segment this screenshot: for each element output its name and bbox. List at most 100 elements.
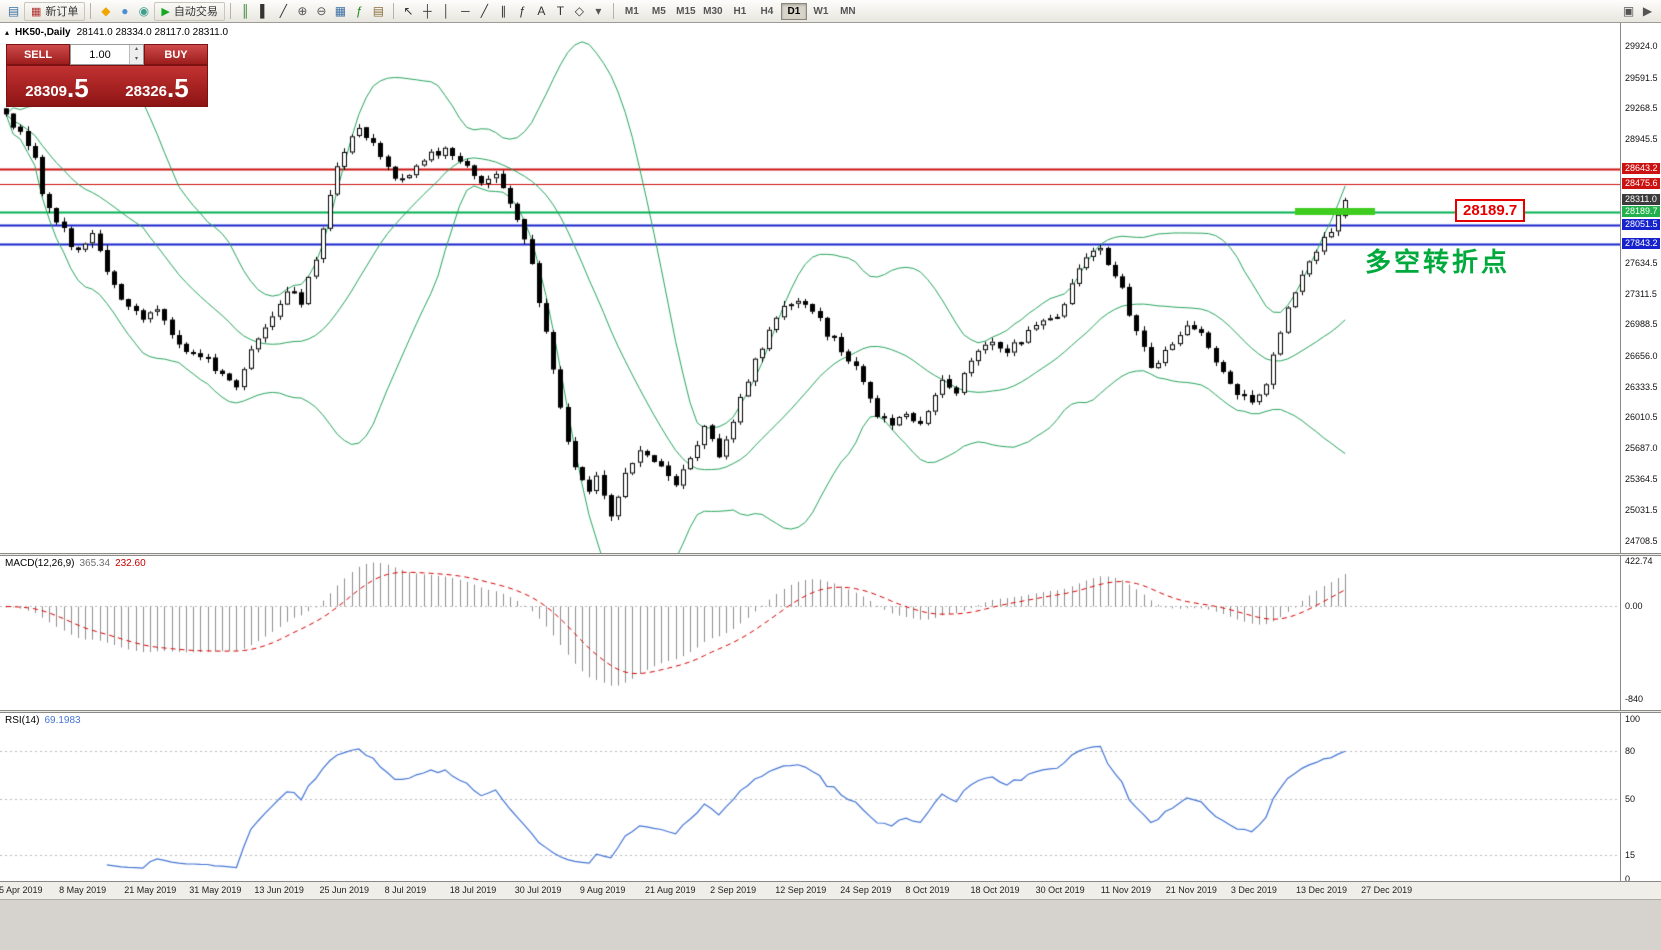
- price-axis-label: 26010.5: [1625, 412, 1658, 423]
- zoom-in-icon[interactable]: ⊕: [297, 4, 308, 18]
- date-label: 8 Jul 2019: [384, 885, 427, 895]
- vertical-line-icon[interactable]: │: [442, 4, 451, 18]
- auto-trading-play-icon: ▶: [161, 5, 170, 18]
- date-label: 27 Dec 2019: [1361, 885, 1413, 895]
- toolbar-separator: [90, 3, 92, 19]
- date-label: 25 Apr 2019: [0, 885, 43, 895]
- price-axis[interactable]: 29924.0 29591.5 29268.5 28945.5 27634.5 27311…: [1620, 23, 1661, 884]
- window-bottom-strip: [0, 899, 1661, 950]
- sell-button[interactable]: SELL: [6, 44, 70, 65]
- price-axis-label: 27311.5: [1625, 288, 1657, 299]
- cursor-icon[interactable]: ↖: [403, 4, 414, 18]
- macd-axis-label: -840: [1625, 694, 1644, 704]
- macd-axis-label: 0.00: [1625, 601, 1643, 611]
- rsi-value: 69.1983: [44, 715, 81, 726]
- shapes-icon[interactable]: ◇: [574, 4, 584, 18]
- candlestick-chart-icon[interactable]: ▌: [260, 4, 269, 18]
- ohlc-values-label: 28141.0 28334.0 28117.0 28311.0: [76, 27, 229, 38]
- timeframe-button-M5[interactable]: M5: [651, 5, 666, 17]
- panel-splitter[interactable]: [0, 553, 1661, 556]
- timeframe-toolbar: M1 M5 M15 M30 H1 H4 D1 W1 MN: [619, 2, 861, 20]
- horizontal-line-icon[interactable]: ─: [461, 4, 470, 18]
- symbol-period-label: HK50-,Daily: [15, 27, 71, 38]
- price-axis-tag: 28643.2: [1622, 162, 1660, 174]
- main-price-chart[interactable]: [0, 23, 1620, 553]
- rsi-label: RSI(14) 69.1983: [5, 715, 81, 726]
- templates-icon[interactable]: ▤: [372, 4, 385, 18]
- bar-chart-icon[interactable]: ║: [241, 4, 250, 18]
- community-icon[interactable]: ●: [121, 4, 129, 18]
- macd-value-1: 365.34: [79, 558, 111, 569]
- price-axis-label: 27634.5: [1625, 258, 1658, 269]
- buy-price-fraction: .5: [167, 73, 189, 103]
- date-label: 21 Aug 2019: [645, 885, 696, 895]
- toolbar-group-right: ▣ ▶: [1619, 2, 1657, 21]
- main-toolbar: ▤ ▦ 新订单 ◆ ● ◉ ▶ 自动交易 ║ ▌ ╱ ⊕ ⊖ ▦ ƒ ▤ ↖ ┼ │ ─ ╱ ∥ ƒ A T ◇ ▾ …: [0, 0, 1661, 23]
- date-label: 21 May 2019: [124, 885, 177, 895]
- volume-stepper[interactable]: 1.00 ▴ ▾: [70, 44, 144, 65]
- timeframe-button-H4[interactable]: H4: [760, 5, 774, 17]
- timeframe-button-MN[interactable]: MN: [840, 5, 856, 17]
- label-icon[interactable]: T: [556, 4, 565, 18]
- chart-header: ▴ HK50-,Daily 28141.0 28334.0 28117.0 28…: [5, 27, 228, 38]
- turning-point-annotation[interactable]: 多空转折点: [1365, 247, 1511, 277]
- fibonacci-icon[interactable]: ƒ: [519, 4, 526, 18]
- market-icon[interactable]: ◉: [138, 4, 150, 18]
- sell-price[interactable]: 28309 .5: [7, 66, 107, 106]
- panel-splitter[interactable]: [0, 710, 1661, 713]
- timeframe-button-M30[interactable]: M30: [703, 5, 723, 17]
- collapse-triangle-icon[interactable]: ▴: [5, 28, 10, 37]
- crosshair-icon[interactable]: ┼: [423, 4, 432, 18]
- rsi-indicator-panel[interactable]: [0, 713, 1620, 881]
- timeframe-button-W1[interactable]: W1: [813, 5, 829, 17]
- date-axis[interactable]: 25 Apr 2019 8 May 2019 21 May 2019 31 May 2…: [0, 881, 1661, 899]
- macd-indicator-panel[interactable]: [0, 556, 1620, 710]
- price-callout-label[interactable]: 28189.7: [1455, 199, 1526, 222]
- rsi-axis-label: 15: [1625, 850, 1636, 860]
- channel-icon[interactable]: ∥: [500, 4, 507, 18]
- zoom-out-icon[interactable]: ⊖: [316, 4, 327, 18]
- trendline-icon[interactable]: ╱: [480, 4, 488, 18]
- price-axis-label: 29268.5: [1625, 103, 1658, 114]
- toolbar-group-misc: ◆ ● ◉: [96, 2, 153, 21]
- price-axis-label: 25687.0: [1625, 442, 1658, 453]
- buy-button[interactable]: BUY: [144, 44, 208, 65]
- date-label: 13 Dec 2019: [1296, 885, 1348, 895]
- macd-value-2: 232.60: [115, 558, 146, 569]
- volume-up-icon[interactable]: ▴: [130, 45, 143, 55]
- line-chart-icon[interactable]: ╱: [279, 4, 287, 18]
- text-icon[interactable]: A: [537, 4, 546, 18]
- date-label: 9 Aug 2019: [579, 885, 626, 895]
- toolbar-group-drawing-tools: ↖ ┼ │ ─ ╱ ∥ ƒ A T ◇ ▾: [399, 2, 608, 21]
- volume-value[interactable]: 1.00: [89, 48, 111, 61]
- price-axis-label: 26988.5: [1625, 319, 1658, 330]
- one-click-trading-panel: SELL 1.00 ▴ ▾ BUY 28309 .5 28326 .5: [6, 44, 208, 107]
- timeframe-button-H1[interactable]: H1: [733, 5, 747, 17]
- buy-price[interactable]: 28326 .5: [107, 66, 207, 106]
- chart-shift-icon[interactable]: ▣: [1622, 4, 1635, 18]
- timeframe-button-D1[interactable]: D1: [780, 2, 807, 20]
- new-order-button[interactable]: ▦ 新订单: [24, 1, 86, 21]
- date-label: 30 Jul 2019: [514, 885, 562, 895]
- indicators-icon[interactable]: ƒ: [356, 4, 363, 18]
- timeframe-button-M1[interactable]: M1: [624, 5, 639, 17]
- price-axis-label: 26333.5: [1625, 381, 1658, 392]
- rsi-axis-label: 50: [1625, 794, 1636, 804]
- date-label: 2 Sep 2019: [710, 885, 757, 895]
- timeframe-button-M15[interactable]: M15: [676, 5, 696, 17]
- auto-scroll-icon[interactable]: ▶: [1642, 4, 1653, 18]
- price-axis-label: 28945.5: [1625, 133, 1658, 144]
- auto-trading-button[interactable]: ▶ 自动交易: [154, 1, 225, 21]
- toolbar-group-chart: ║ ▌ ╱ ⊕ ⊖ ▦ ƒ ▤: [236, 2, 388, 21]
- buy-price-main: 28326: [125, 83, 168, 100]
- dropdown-caret-icon[interactable]: ▾: [595, 4, 602, 18]
- alerts-icon[interactable]: ◆: [101, 4, 111, 18]
- date-label: 24 Sep 2019: [840, 885, 892, 895]
- macd-label: MACD(12,26,9) 365.34 232.60: [5, 558, 146, 569]
- date-label: 12 Sep 2019: [775, 885, 827, 895]
- tile-windows-icon[interactable]: ▦: [334, 4, 347, 18]
- volume-down-icon[interactable]: ▾: [130, 54, 143, 64]
- date-label: 3 Dec 2019: [1230, 885, 1277, 895]
- auto-trading-label: 自动交易: [173, 6, 218, 18]
- price-axis-label: 26656.0: [1625, 351, 1658, 361]
